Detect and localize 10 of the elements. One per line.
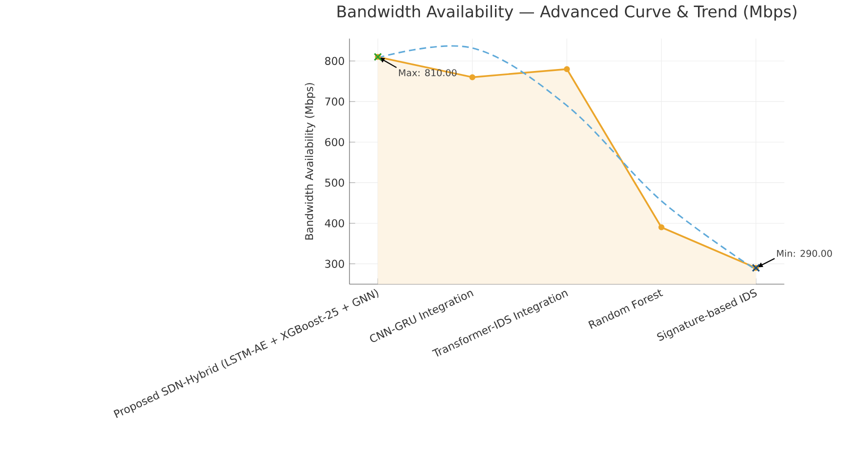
y-axis-title: Bandwidth Availability (Mbps) (304, 83, 316, 240)
chart-title: Bandwidth Availability — Advanced Curve & Trend (Mbps) (338, 5, 796, 21)
annotation: Min: 290.00 (777, 250, 832, 258)
y-tick-label: 600 (325, 138, 344, 146)
y-tick-label: 400 (324, 219, 344, 228)
y-tick-label: 800 (325, 57, 344, 66)
y-tick-label: 300 (325, 260, 344, 268)
annotation: Max: 810.00 (399, 69, 457, 76)
y-tick-label: 700 (325, 98, 344, 106)
y-tick-label: 500 (325, 178, 344, 187)
